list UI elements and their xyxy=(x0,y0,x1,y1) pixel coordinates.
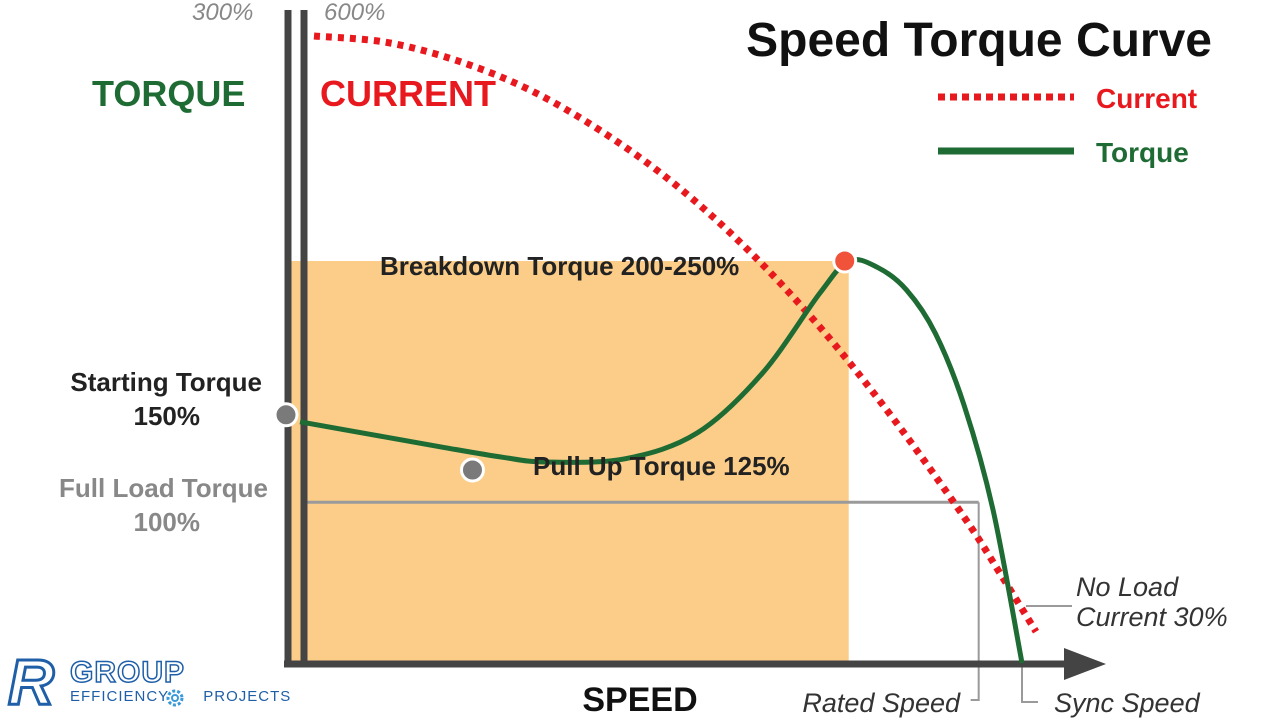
sync-speed-leader xyxy=(1021,663,1038,703)
legend-torque-label: Torque xyxy=(1096,137,1189,168)
realgroup-logo: R GROUP EFFICIENCY PROJECTS xyxy=(4,646,290,718)
sync-speed-label: Sync Speed xyxy=(1054,688,1201,718)
chart-title: Speed Torque Curve xyxy=(746,14,1212,67)
no-load-current-value: Current 30% xyxy=(1076,602,1228,632)
legend-current-label: Current xyxy=(1096,83,1197,114)
starting-torque-marker xyxy=(273,402,299,428)
full-load-torque-label: Full Load Torque xyxy=(59,473,268,503)
current-max-tick: 600% xyxy=(324,0,385,26)
no-load-current-label: No Load xyxy=(1076,572,1179,602)
starting-torque-label: Starting Torque xyxy=(70,367,262,397)
current-axis-label: CURRENT xyxy=(320,73,496,114)
logo-projects: PROJECTS xyxy=(203,688,292,705)
pull-up-torque-marker xyxy=(459,457,485,483)
logo-letter: R xyxy=(6,646,55,718)
torque-axis-label: TORQUE xyxy=(92,73,245,114)
breakdown-torque-label: Breakdown Torque 200-250% xyxy=(380,251,739,281)
logo-subtitle: EFFICIENCY PROJECTS xyxy=(70,688,291,705)
speed-axis-arrow xyxy=(1064,648,1106,680)
torque-series-line xyxy=(299,257,1025,664)
logo-group-text: GROUP xyxy=(69,655,186,690)
breakdown-torque-marker xyxy=(832,248,858,274)
speed-axis-label: SPEED xyxy=(582,681,697,719)
torque-max-tick: 300% xyxy=(192,0,253,26)
pull-up-torque-label: Pull Up Torque 125% xyxy=(533,451,790,481)
logo-efficiency: EFFICIENCY xyxy=(70,688,169,705)
starting-torque-value: 150% xyxy=(134,401,201,431)
gear-icon xyxy=(166,689,184,707)
current-series-line xyxy=(313,32,1039,634)
rated-speed-label: Rated Speed xyxy=(802,688,961,718)
rated-speed-leader xyxy=(970,502,980,701)
full-load-torque-value: 100% xyxy=(134,507,201,537)
